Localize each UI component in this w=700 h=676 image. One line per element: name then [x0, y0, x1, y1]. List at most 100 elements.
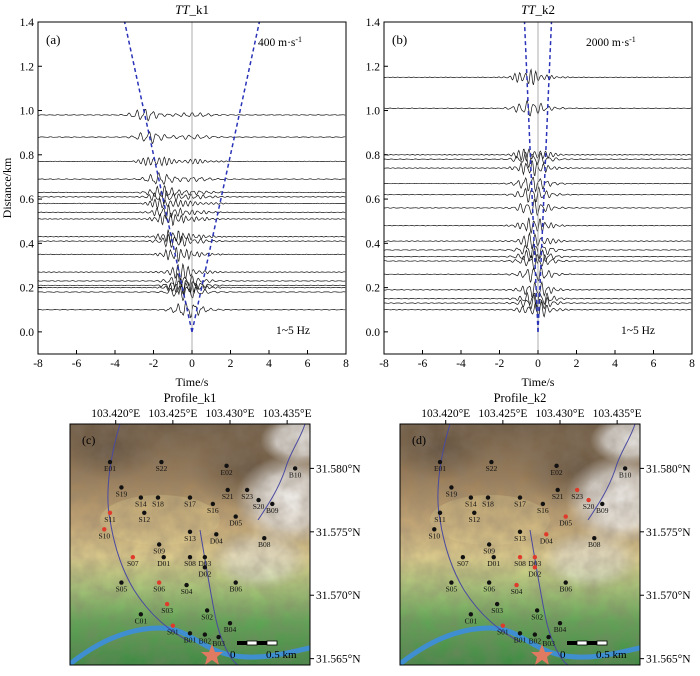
lat-tick-label: 31.570°N [646, 590, 691, 602]
station-label: S16 [207, 506, 219, 515]
station-label: S22 [486, 464, 498, 473]
station-label: S20 [583, 502, 595, 511]
lon-tick-label: 103.435°E [593, 408, 642, 420]
lon-tick-label: 103.425°E [148, 408, 197, 420]
station-label: B02 [199, 637, 212, 646]
scale-km-d: 0.5 km [596, 649, 627, 661]
station-marker [622, 466, 628, 471]
y-axis-label: Distance/km [0, 157, 14, 218]
station-marker [486, 542, 492, 547]
map-c-title: Profile_k1 [164, 391, 217, 405]
station-label: S08 [514, 559, 526, 568]
y-tick-label: 0.4 [366, 238, 381, 250]
station-marker [472, 510, 477, 515]
station-marker [210, 501, 216, 507]
moveout-line [523, 22, 539, 332]
station-marker [138, 495, 144, 500]
station-label: D04 [540, 536, 553, 545]
map-frame-d [399, 423, 641, 666]
boundary-c [107, 424, 306, 665]
station-label: B09 [266, 506, 279, 515]
terrain-c: E01 S22 E02 B10 S19 S23 S21 S14 S18 S17 S16 S20 B09 S… [70, 424, 310, 665]
x-tick-label: -6 [72, 358, 82, 370]
station-label: S12 [468, 515, 480, 524]
station-marker [244, 487, 250, 493]
station-label: S01 [167, 628, 179, 637]
station-label: B06 [229, 585, 242, 594]
station-marker [202, 632, 208, 637]
station-label: S05 [446, 585, 458, 594]
y-tick-label: 0.6 [20, 194, 35, 206]
station-marker [187, 529, 193, 535]
station-label: S16 [537, 506, 549, 515]
y-tick-label: 1.0 [366, 106, 381, 118]
station-label: S04 [511, 587, 523, 596]
river-c [70, 625, 310, 665]
station-label: E02 [221, 468, 233, 477]
station-marker [187, 495, 193, 500]
velocity-label-b: 2000 m·s-1 [586, 35, 636, 49]
station-marker [437, 459, 443, 465]
panel-a-letter: (a) [46, 32, 60, 47]
station-marker [517, 554, 523, 560]
station-marker [500, 623, 506, 628]
station-marker [159, 459, 164, 465]
station-marker [532, 554, 538, 560]
velocity-exp-a: -1 [295, 35, 302, 44]
x-tick-group-b: -8 -6 -4 -2 0 2 4 6 8 [379, 350, 695, 370]
station-label: S07 [127, 559, 139, 568]
station-label: S02 [201, 612, 213, 621]
station-label: D05 [559, 519, 572, 528]
station-marker [107, 510, 113, 515]
station-label: S09 [153, 547, 165, 556]
station-marker [187, 554, 193, 560]
station-marker [233, 514, 238, 519]
station-label: S21 [222, 492, 234, 501]
station-marker [494, 601, 500, 607]
station-marker [156, 542, 162, 547]
station-label: S09 [483, 547, 495, 556]
moveout-group-b [523, 22, 553, 332]
station-marker [449, 580, 454, 585]
station-label: S23 [241, 492, 253, 501]
station-marker [107, 459, 113, 465]
y-tick-label: 0.8 [20, 150, 35, 162]
station-label: S17 [184, 500, 196, 509]
lat-tick-label: 31.580°N [646, 463, 691, 475]
x-tick-label: 8 [343, 358, 349, 370]
station-label: S23 [571, 492, 583, 501]
station-label: E01 [434, 464, 446, 473]
station-marker [517, 495, 523, 500]
station-marker [592, 535, 597, 541]
station-label: D02 [198, 569, 211, 578]
x-tick-label: -8 [33, 358, 43, 370]
station-marker [155, 495, 161, 500]
freq-label-b: 1~5 Hz [621, 325, 655, 337]
y-tick-label: 0.6 [366, 194, 381, 206]
station-marker [432, 527, 437, 532]
scale-bar-d: 0 0.5 km [560, 640, 627, 661]
station-marker [517, 631, 523, 636]
station-marker [586, 497, 591, 503]
scale-bar-c: 0 0.5 km [230, 640, 297, 661]
x-tick-label: 8 [689, 358, 695, 370]
station-label: B08 [588, 540, 601, 549]
station-label: S18 [152, 500, 164, 509]
velocity-text-b: 2000 m·s [586, 37, 630, 49]
station-label: D01 [157, 559, 170, 568]
station-label: S14 [465, 500, 477, 509]
station-marker [270, 501, 275, 507]
panel-a-title: TT_k1 [175, 2, 209, 17]
map-d-letter: (d) [412, 433, 426, 447]
y-tick-label: 1.2 [366, 61, 381, 73]
station-marker [514, 582, 519, 588]
moveout-group-a [123, 22, 261, 333]
station-label: S10 [428, 531, 440, 540]
moveout-line [123, 22, 193, 333]
y-tick-label: 1.2 [20, 61, 35, 73]
velocity-label-a: 400 m·s-1 [258, 35, 302, 49]
station-label: B10 [289, 470, 302, 479]
station-marker [489, 459, 494, 465]
lon-tick-label: 103.430°E [536, 408, 585, 420]
station-label: B01 [514, 635, 527, 644]
